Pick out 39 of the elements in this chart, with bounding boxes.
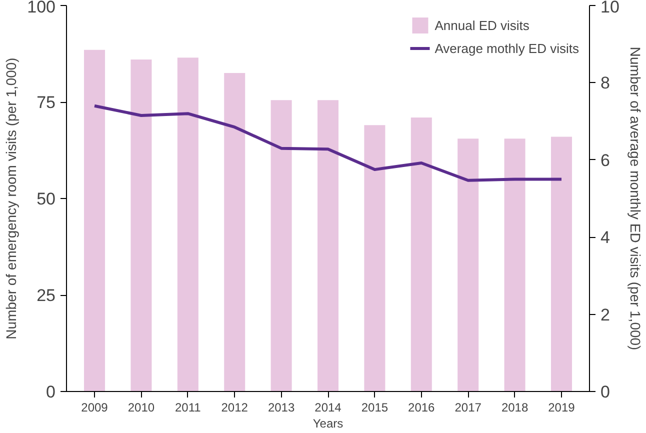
bar <box>224 73 246 392</box>
legend-label: Annual ED visits <box>434 18 530 32</box>
y-tick-label: 50 <box>36 190 56 208</box>
bar <box>270 100 292 392</box>
bar <box>504 138 526 392</box>
bar <box>317 100 339 392</box>
y-tick-label: 25 <box>36 286 56 305</box>
y-axis-title: Number of emergency room visits (per 1,000) <box>3 58 20 340</box>
y-tick-label: 75 <box>36 93 56 112</box>
y2-tick-label: 6 <box>600 150 610 170</box>
x-axis-title: Years <box>312 416 344 430</box>
x-tick-label: 2009 <box>81 400 108 414</box>
y2-tick-label: 8 <box>600 74 610 93</box>
y2-tick-label: 2 <box>600 305 610 324</box>
y-tick-label: 100 <box>27 0 56 16</box>
line-series <box>93 104 563 182</box>
x-tick-label: 2013 <box>268 400 295 414</box>
bar <box>84 50 106 392</box>
y2-tick-label: 10 <box>600 0 620 16</box>
bar <box>458 138 479 392</box>
x-tick-label: 2014 <box>314 400 342 414</box>
bar <box>130 60 152 392</box>
y2-tick-label: 4 <box>600 228 610 248</box>
bar <box>550 136 572 392</box>
y2-tick-label: 0 <box>600 382 610 402</box>
bar <box>177 58 198 392</box>
y2-axis-title: Number of average monthly ED visits (per 1,000) <box>627 46 644 350</box>
x-tick-label: 2017 <box>454 400 482 414</box>
x-tick-label: 2019 <box>548 400 576 414</box>
x-tick-label: 2011 <box>175 400 202 414</box>
legend-label: Average mothly ED visits <box>434 40 579 56</box>
bar <box>410 117 432 392</box>
y-tick-label: 0 <box>46 382 56 402</box>
x-tick-label: 2010 <box>128 400 155 414</box>
x-tick-label: 2015 <box>361 400 388 414</box>
bar <box>364 125 386 392</box>
x-tick-label: 2012 <box>221 400 248 414</box>
x-tick-label: 2018 <box>501 400 528 414</box>
x-tick-label: 2016 <box>408 400 436 414</box>
